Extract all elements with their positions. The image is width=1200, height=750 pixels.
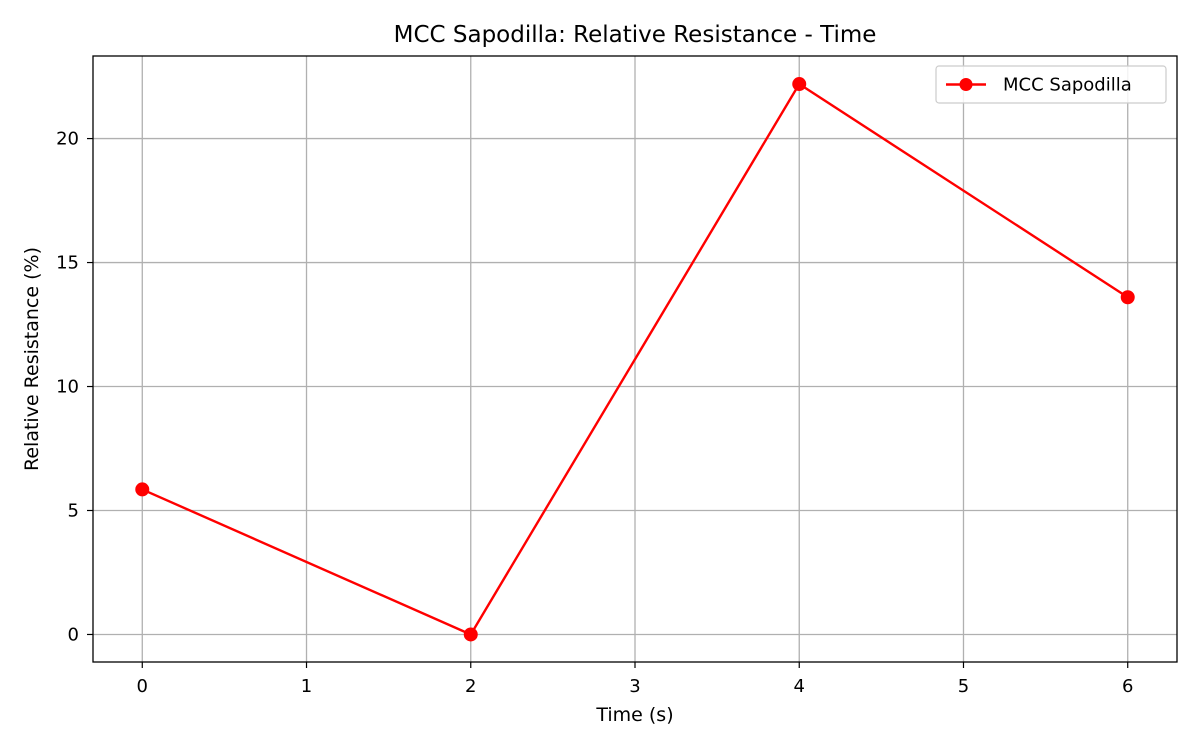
y-axis-label: Relative Resistance (%) <box>21 247 43 471</box>
legend-box <box>935 65 1167 104</box>
x-tick-label: 4 <box>794 676 805 697</box>
legend: MCC Sapodilla <box>935 65 1167 104</box>
data-point <box>463 627 478 642</box>
axis-ticks: 0 1 2 3 4 5 6 0 5 10 15 20 <box>56 129 1133 697</box>
grid-lines <box>93 56 1177 662</box>
series-layer <box>135 77 1135 642</box>
x-tick-label: 3 <box>629 676 640 697</box>
legend-marker-swatch <box>959 78 973 91</box>
x-tick-label: 2 <box>465 676 476 697</box>
x-axis-label: Time (s) <box>595 704 673 726</box>
x-tick-label: 5 <box>958 676 969 697</box>
y-tick-label: 0 <box>68 624 79 645</box>
data-point <box>1120 290 1135 305</box>
y-tick-label: 15 <box>56 253 79 274</box>
data-point <box>135 482 150 497</box>
series-line <box>141 82 1129 636</box>
y-tick-label: 10 <box>56 377 79 398</box>
y-tick-label: 5 <box>68 501 79 522</box>
chart-title: MCC Sapodilla: Relative Resistance - Tim… <box>394 22 877 48</box>
x-tick-label: 6 <box>1122 676 1133 697</box>
legend-label: MCC Sapodilla <box>1003 75 1132 96</box>
x-tick-label: 1 <box>301 676 312 697</box>
y-tick-label: 20 <box>56 129 79 150</box>
x-tick-label: 0 <box>137 676 148 697</box>
data-point <box>792 77 807 92</box>
